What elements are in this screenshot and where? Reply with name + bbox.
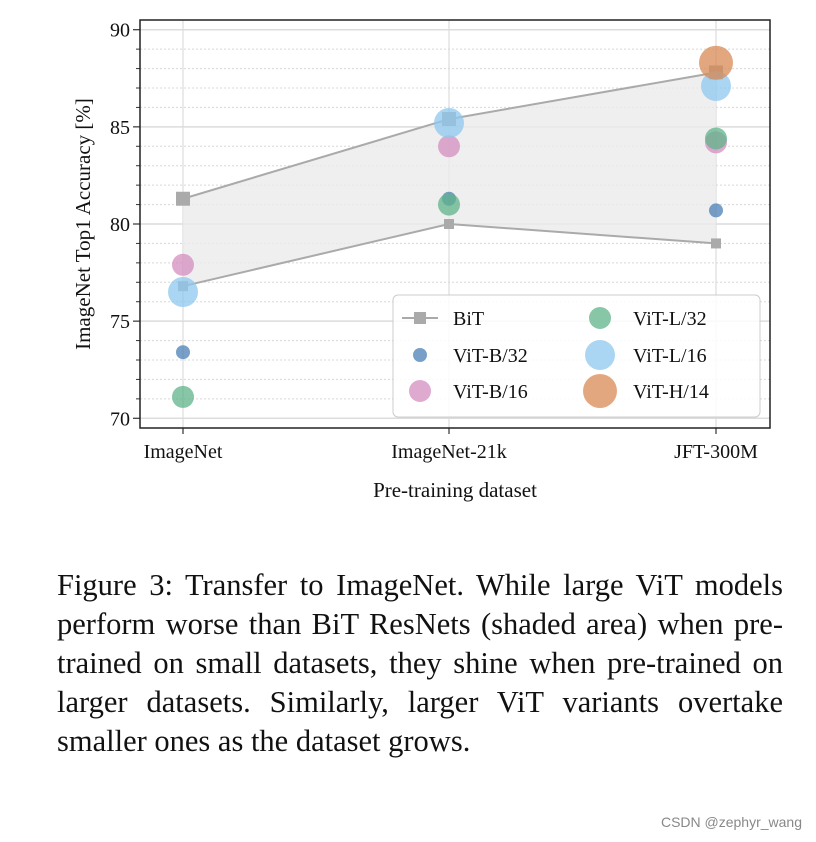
- x-tick-label: JFT-300M: [674, 441, 758, 463]
- legend-marker-bit: [414, 312, 426, 324]
- legend-marker: [583, 374, 617, 408]
- legend-label: ViT-L/32: [633, 308, 707, 330]
- legend-label: BiT: [453, 308, 484, 330]
- y-axis-label: ImageNet Top1 Accuracy [%]: [71, 98, 95, 350]
- point-vit-l-16: [701, 71, 731, 102]
- point-vit-l-32: [705, 127, 727, 150]
- legend-label: ViT-L/16: [633, 345, 707, 367]
- legend-label: ViT-H/14: [633, 381, 709, 403]
- y-tick-label: 70: [110, 408, 130, 430]
- point-vit-b-32: [709, 203, 723, 218]
- y-tick-label: 90: [110, 20, 130, 42]
- point-vit-b-16: [438, 135, 460, 158]
- point-vit-l-32: [172, 385, 194, 408]
- legend-marker: [589, 307, 611, 329]
- chart: 70 75 80 85 90 ImageNet ImageNet-21k JFT-300M Bi…: [71, 19, 771, 502]
- x-tick-label: ImageNet-21k: [391, 441, 507, 463]
- legend-marker: [585, 340, 615, 370]
- watermark: CSDN @zephyr_wang: [660, 814, 802, 830]
- legend-marker: [409, 380, 431, 402]
- legend-label: ViT-B/32: [453, 345, 528, 367]
- bit-marker: [444, 219, 454, 229]
- bit-marker: [176, 191, 190, 206]
- x-axis-label: Pre-training dataset: [373, 478, 537, 502]
- legend-label: ViT-B/16: [453, 381, 528, 403]
- point-vit-b-32: [176, 345, 190, 360]
- legend-box: [392, 294, 761, 418]
- point-vit-l-32: [438, 193, 460, 216]
- figure-caption: Figure 3: Transfer to ImageNet. While la…: [57, 568, 783, 758]
- legend: BiT ViT-B/32 ViT-B/16 ViT-L/32 ViT-L/16 ViT-H…: [392, 294, 761, 418]
- point-vit-l-16: [168, 277, 198, 307]
- x-tick-label: ImageNet: [144, 441, 223, 463]
- y-tick-label: 80: [110, 214, 130, 236]
- bit-marker: [711, 238, 721, 249]
- point-vit-h-14: [699, 45, 733, 80]
- point-vit-l-16: [434, 107, 464, 138]
- y-tick-label: 75: [110, 311, 130, 333]
- legend-marker: [413, 348, 427, 362]
- y-tick-label: 85: [110, 117, 130, 139]
- plot-frame: [139, 19, 771, 429]
- point-vit-b-16: [172, 253, 194, 276]
